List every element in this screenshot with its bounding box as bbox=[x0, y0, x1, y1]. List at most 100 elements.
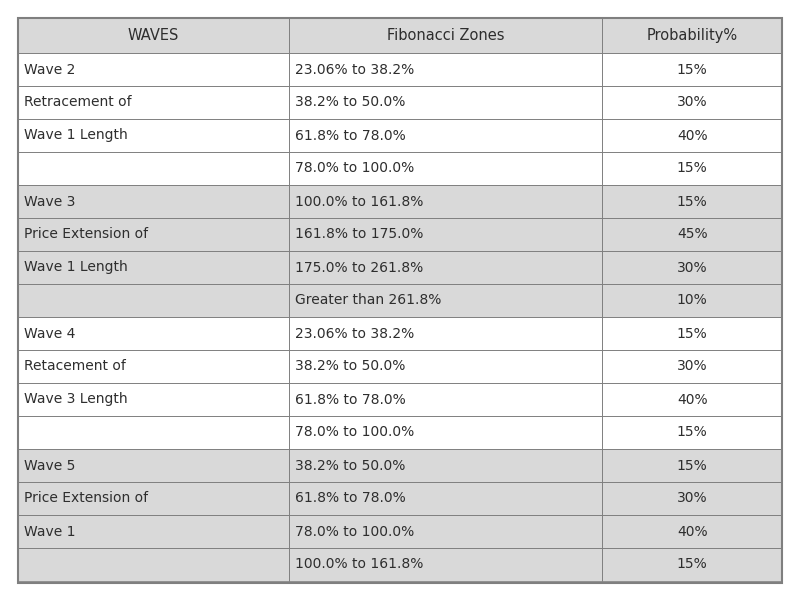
Bar bbox=[602, 185, 782, 218]
Bar bbox=[18, 251, 290, 284]
Text: Wave 3 Length: Wave 3 Length bbox=[24, 392, 128, 406]
Bar bbox=[18, 284, 290, 317]
Bar bbox=[290, 482, 602, 515]
Text: 45%: 45% bbox=[677, 228, 707, 242]
Bar bbox=[18, 449, 290, 482]
Bar bbox=[290, 317, 602, 350]
Bar bbox=[290, 18, 602, 53]
Bar bbox=[602, 152, 782, 185]
Bar bbox=[18, 185, 290, 218]
Text: 40%: 40% bbox=[677, 392, 707, 406]
Bar bbox=[18, 152, 290, 185]
Text: 61.8% to 78.0%: 61.8% to 78.0% bbox=[295, 129, 406, 142]
Bar bbox=[290, 350, 602, 383]
Bar bbox=[602, 449, 782, 482]
Bar bbox=[602, 119, 782, 152]
Bar bbox=[602, 515, 782, 548]
Bar bbox=[18, 185, 290, 218]
Text: 30%: 30% bbox=[677, 359, 707, 373]
Text: 38.2% to 50.0%: 38.2% to 50.0% bbox=[295, 359, 406, 373]
Text: Retracement of: Retracement of bbox=[24, 96, 132, 109]
Bar bbox=[602, 383, 782, 416]
Bar bbox=[602, 284, 782, 317]
Text: Wave 5: Wave 5 bbox=[24, 459, 75, 472]
Bar bbox=[290, 416, 602, 449]
Bar bbox=[602, 185, 782, 218]
Bar bbox=[18, 119, 290, 152]
Text: Wave 1 Length: Wave 1 Length bbox=[24, 129, 128, 142]
Bar bbox=[602, 86, 782, 119]
Text: Wave 3: Wave 3 bbox=[24, 195, 75, 209]
Bar bbox=[602, 383, 782, 416]
Text: 15%: 15% bbox=[677, 426, 708, 439]
Bar bbox=[602, 449, 782, 482]
Bar bbox=[602, 53, 782, 86]
Bar bbox=[18, 218, 290, 251]
Bar bbox=[290, 119, 602, 152]
Bar bbox=[602, 152, 782, 185]
Text: 15%: 15% bbox=[677, 195, 708, 209]
Text: Retacement of: Retacement of bbox=[24, 359, 126, 373]
Bar bbox=[18, 482, 290, 515]
Bar bbox=[18, 317, 290, 350]
Text: 15%: 15% bbox=[677, 459, 708, 472]
Bar bbox=[18, 482, 290, 515]
Bar bbox=[602, 218, 782, 251]
Bar bbox=[290, 185, 602, 218]
Text: 175.0% to 261.8%: 175.0% to 261.8% bbox=[295, 260, 423, 275]
Bar bbox=[290, 383, 602, 416]
Bar bbox=[602, 119, 782, 152]
Text: 10%: 10% bbox=[677, 293, 708, 308]
Bar bbox=[290, 119, 602, 152]
Bar bbox=[290, 185, 602, 218]
Text: Price Extension of: Price Extension of bbox=[24, 228, 148, 242]
Text: 100.0% to 161.8%: 100.0% to 161.8% bbox=[295, 195, 423, 209]
Bar bbox=[602, 548, 782, 581]
Text: Wave 1 Length: Wave 1 Length bbox=[24, 260, 128, 275]
Bar bbox=[602, 251, 782, 284]
Bar bbox=[290, 548, 602, 581]
Bar bbox=[18, 284, 290, 317]
Bar bbox=[602, 317, 782, 350]
Text: 30%: 30% bbox=[677, 492, 707, 505]
Bar bbox=[602, 218, 782, 251]
Bar bbox=[18, 449, 290, 482]
Text: 78.0% to 100.0%: 78.0% to 100.0% bbox=[295, 426, 414, 439]
Bar bbox=[18, 350, 290, 383]
Bar bbox=[290, 515, 602, 548]
Bar bbox=[602, 416, 782, 449]
Bar bbox=[18, 218, 290, 251]
Text: Wave 4: Wave 4 bbox=[24, 326, 75, 341]
Bar bbox=[290, 284, 602, 317]
Bar bbox=[18, 152, 290, 185]
Text: Wave 1: Wave 1 bbox=[24, 525, 75, 538]
Bar bbox=[18, 548, 290, 581]
Text: 30%: 30% bbox=[677, 260, 707, 275]
Bar bbox=[602, 350, 782, 383]
Bar bbox=[18, 251, 290, 284]
Bar bbox=[18, 416, 290, 449]
Text: 30%: 30% bbox=[677, 96, 707, 109]
Bar bbox=[290, 152, 602, 185]
Bar bbox=[290, 86, 602, 119]
Text: 40%: 40% bbox=[677, 525, 707, 538]
Bar bbox=[602, 284, 782, 317]
Bar bbox=[290, 449, 602, 482]
Bar bbox=[290, 218, 602, 251]
Text: 38.2% to 50.0%: 38.2% to 50.0% bbox=[295, 96, 406, 109]
Bar bbox=[18, 383, 290, 416]
Bar bbox=[602, 18, 782, 53]
Bar bbox=[18, 53, 290, 86]
Bar bbox=[290, 515, 602, 548]
Bar bbox=[290, 482, 602, 515]
Bar bbox=[290, 18, 602, 53]
Text: 15%: 15% bbox=[677, 162, 708, 175]
Bar bbox=[290, 317, 602, 350]
Bar bbox=[290, 350, 602, 383]
Bar bbox=[18, 317, 290, 350]
Bar bbox=[602, 548, 782, 581]
Bar bbox=[602, 482, 782, 515]
Bar bbox=[18, 515, 290, 548]
Bar bbox=[602, 53, 782, 86]
Text: Fibonacci Zones: Fibonacci Zones bbox=[387, 28, 505, 43]
